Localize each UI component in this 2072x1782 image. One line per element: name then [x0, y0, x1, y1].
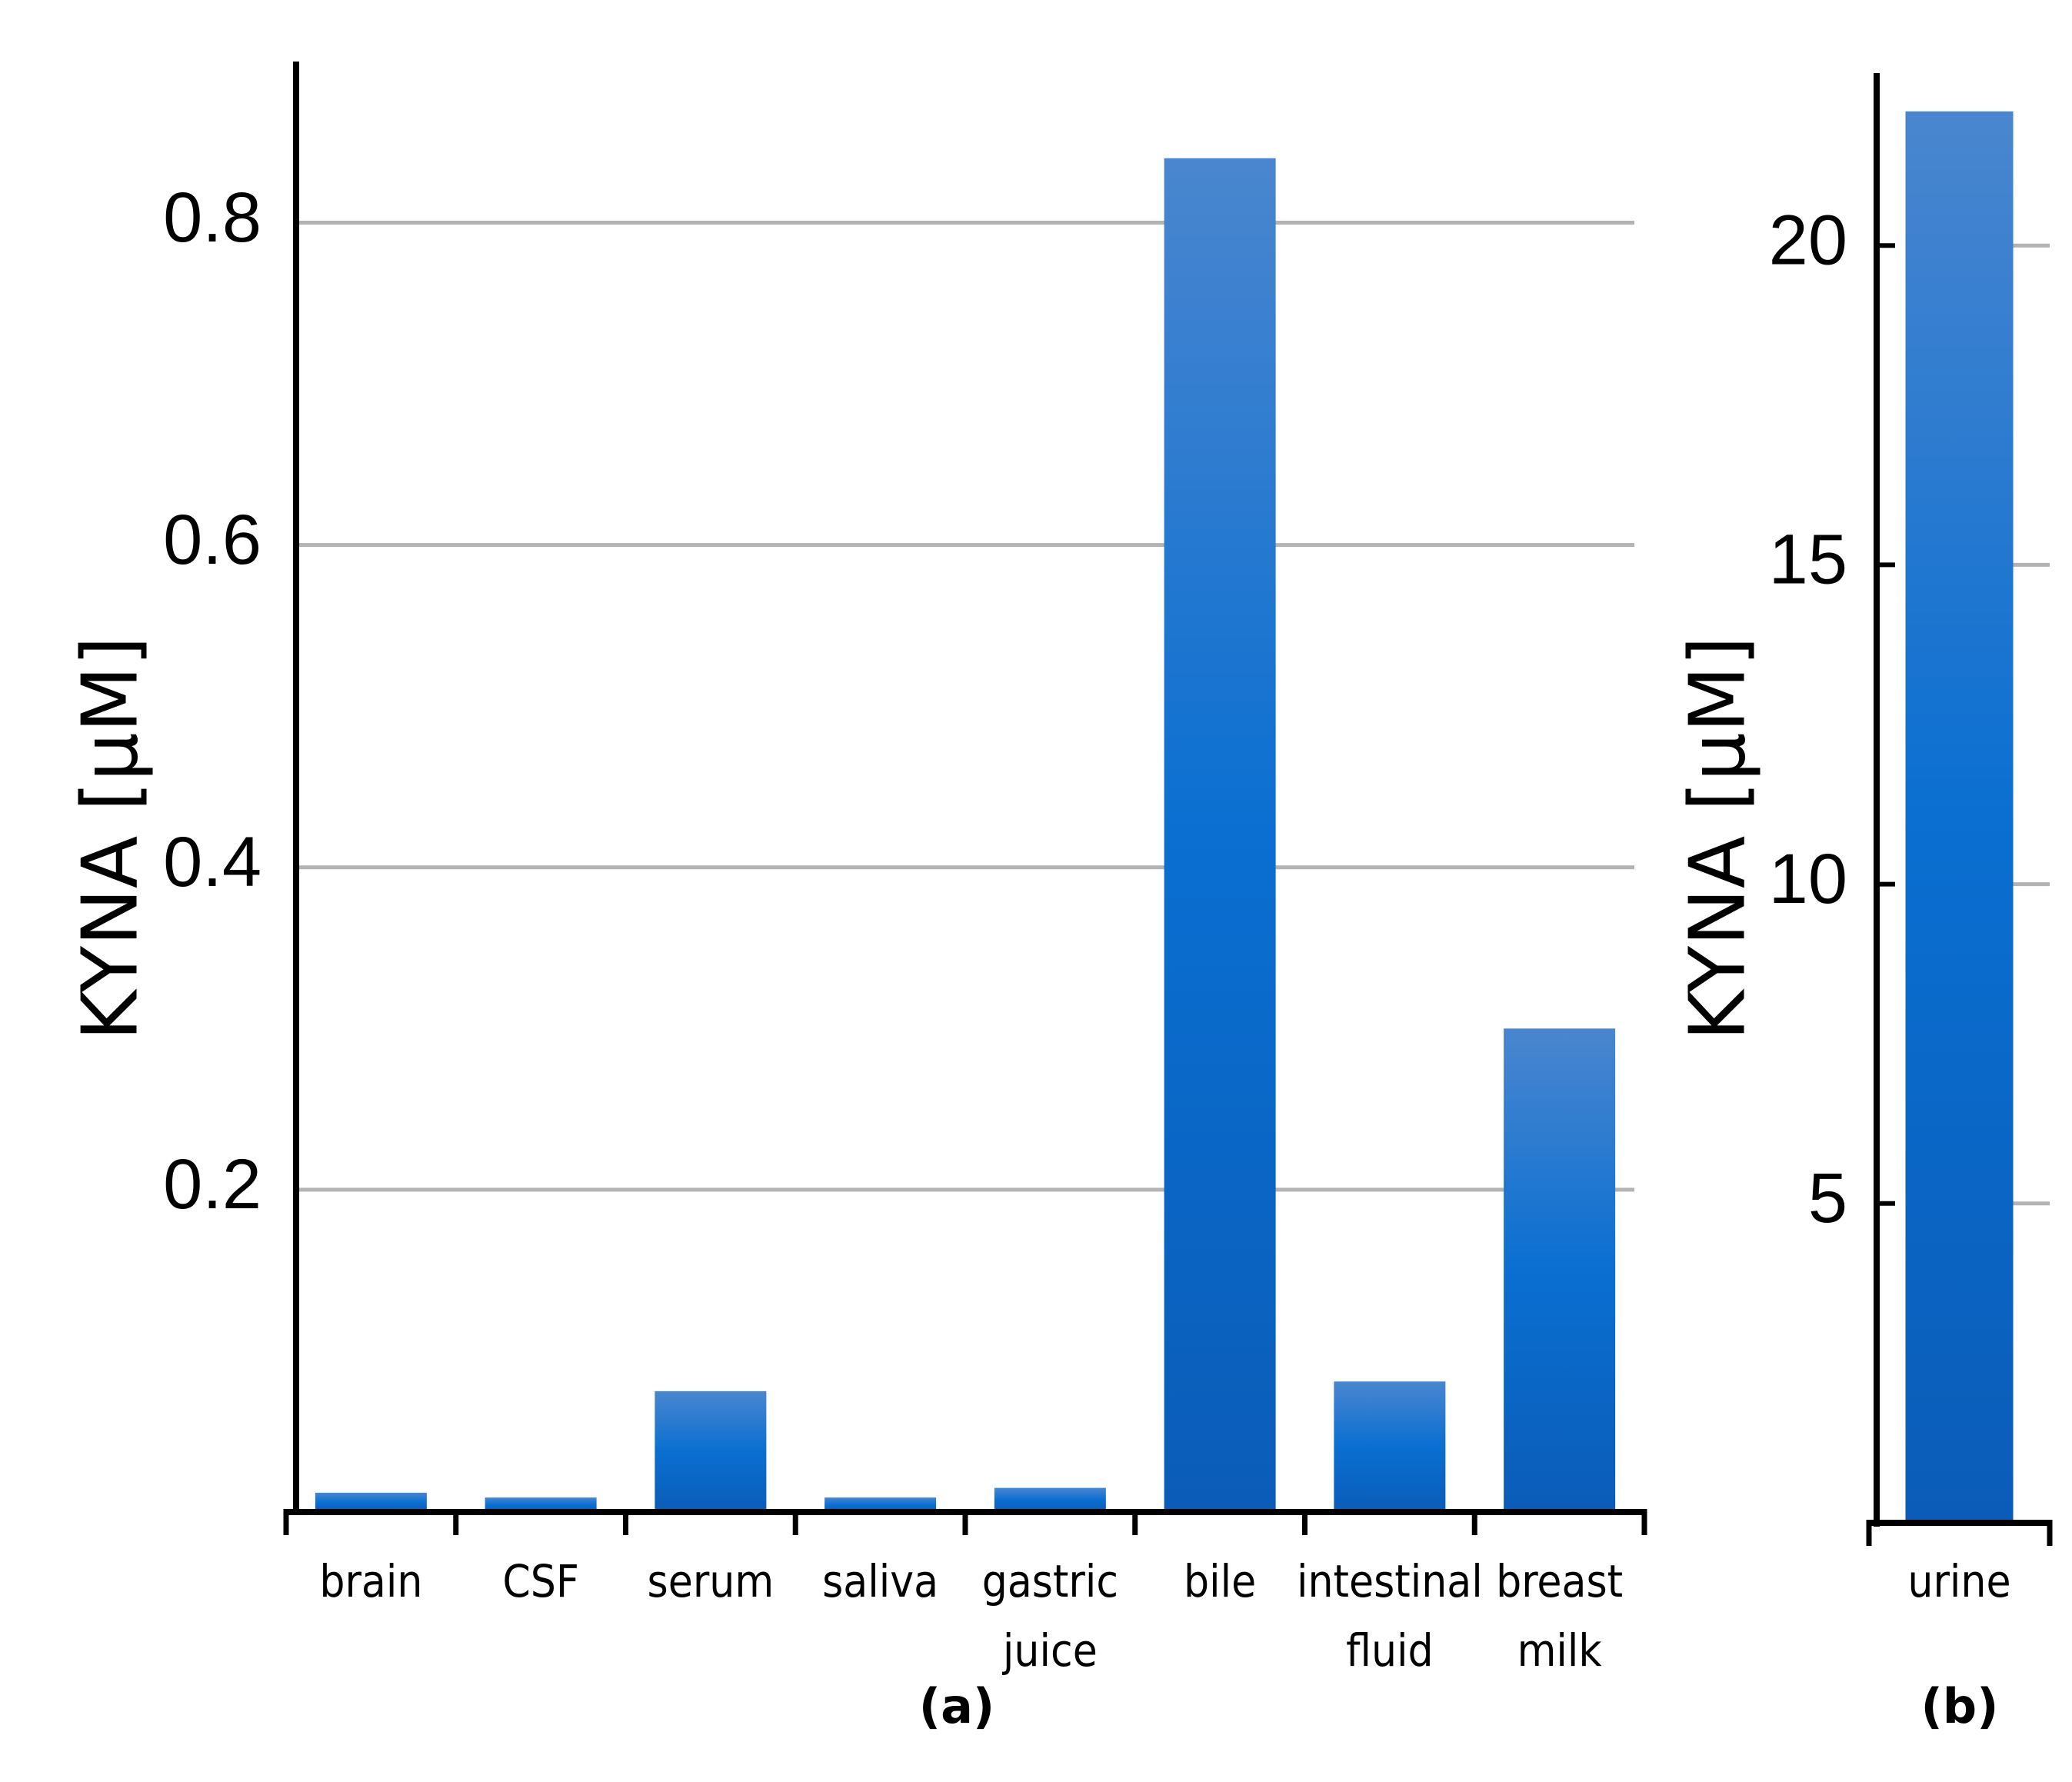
- panel-b-y-tick-labels: 5 10 15 20: [1769, 202, 1847, 1238]
- bar-CSF: [485, 1497, 597, 1512]
- bar-saliva: [824, 1497, 937, 1512]
- y-tick-label: 10: [1769, 840, 1847, 918]
- bar-urine: [1905, 111, 2014, 1524]
- panel-a-y-tick-labels: 0.2 0.4 0.6 0.8: [163, 178, 261, 1224]
- panel-a-gridlines: [296, 221, 1634, 1192]
- bar-breast-milk: [1504, 1028, 1616, 1512]
- panel-b-bars: [1905, 111, 2014, 1524]
- panel-b-chart: 5 10 15 20 urine KYNA [µM] (b): [1672, 73, 2053, 1734]
- x-tick-label: serum: [648, 1555, 775, 1607]
- y-tick-label: 0.2: [163, 1145, 261, 1224]
- x-tick-label: brain: [319, 1555, 422, 1607]
- panel-b-category-labels: urine: [1907, 1555, 2010, 1607]
- y-tick-label: 0.8: [163, 178, 261, 257]
- x-tick-label: bile: [1184, 1555, 1256, 1607]
- x-tick-label: CSF: [502, 1555, 579, 1607]
- y-tick-label: 15: [1769, 521, 1847, 599]
- x-tick-label: breast: [1496, 1555, 1623, 1607]
- bar-bile: [1164, 158, 1276, 1512]
- bar-brain: [315, 1492, 427, 1512]
- panel-a-bars: [315, 158, 1616, 1512]
- panel-b-y-axis-label: KYNA [µM]: [1672, 636, 1762, 1041]
- bar-gastric-juice: [994, 1487, 1106, 1512]
- bar-serum: [655, 1391, 767, 1512]
- y-tick-label: 0.6: [163, 501, 261, 579]
- x-tick-label: milk: [1517, 1624, 1603, 1677]
- panel-b-label: (b): [1920, 1678, 1998, 1734]
- x-tick-label: gastric: [982, 1555, 1118, 1607]
- x-tick-label: urine: [1907, 1555, 2010, 1607]
- x-tick-label: saliva: [822, 1555, 938, 1607]
- x-tick-label: intestinal: [1297, 1555, 1483, 1607]
- y-tick-label: 5: [1808, 1159, 1847, 1237]
- y-tick-label: 20: [1769, 202, 1847, 280]
- panel-a-label: (a): [919, 1678, 995, 1734]
- x-tick-label: juice: [1002, 1624, 1098, 1677]
- panel-a-chart: 0.2 0.4 0.6 0.8 brain CSF serum saliva gastric j…: [65, 62, 1647, 1734]
- bar-intestinal-fluid: [1334, 1381, 1446, 1512]
- x-tick-label: fluid: [1346, 1624, 1434, 1677]
- panel-a-category-labels: brain CSF serum saliva gastric juice bile intes…: [319, 1555, 1623, 1677]
- panel-a-y-axis-label: KYNA [µM]: [65, 636, 155, 1041]
- y-tick-label: 0.4: [163, 823, 261, 901]
